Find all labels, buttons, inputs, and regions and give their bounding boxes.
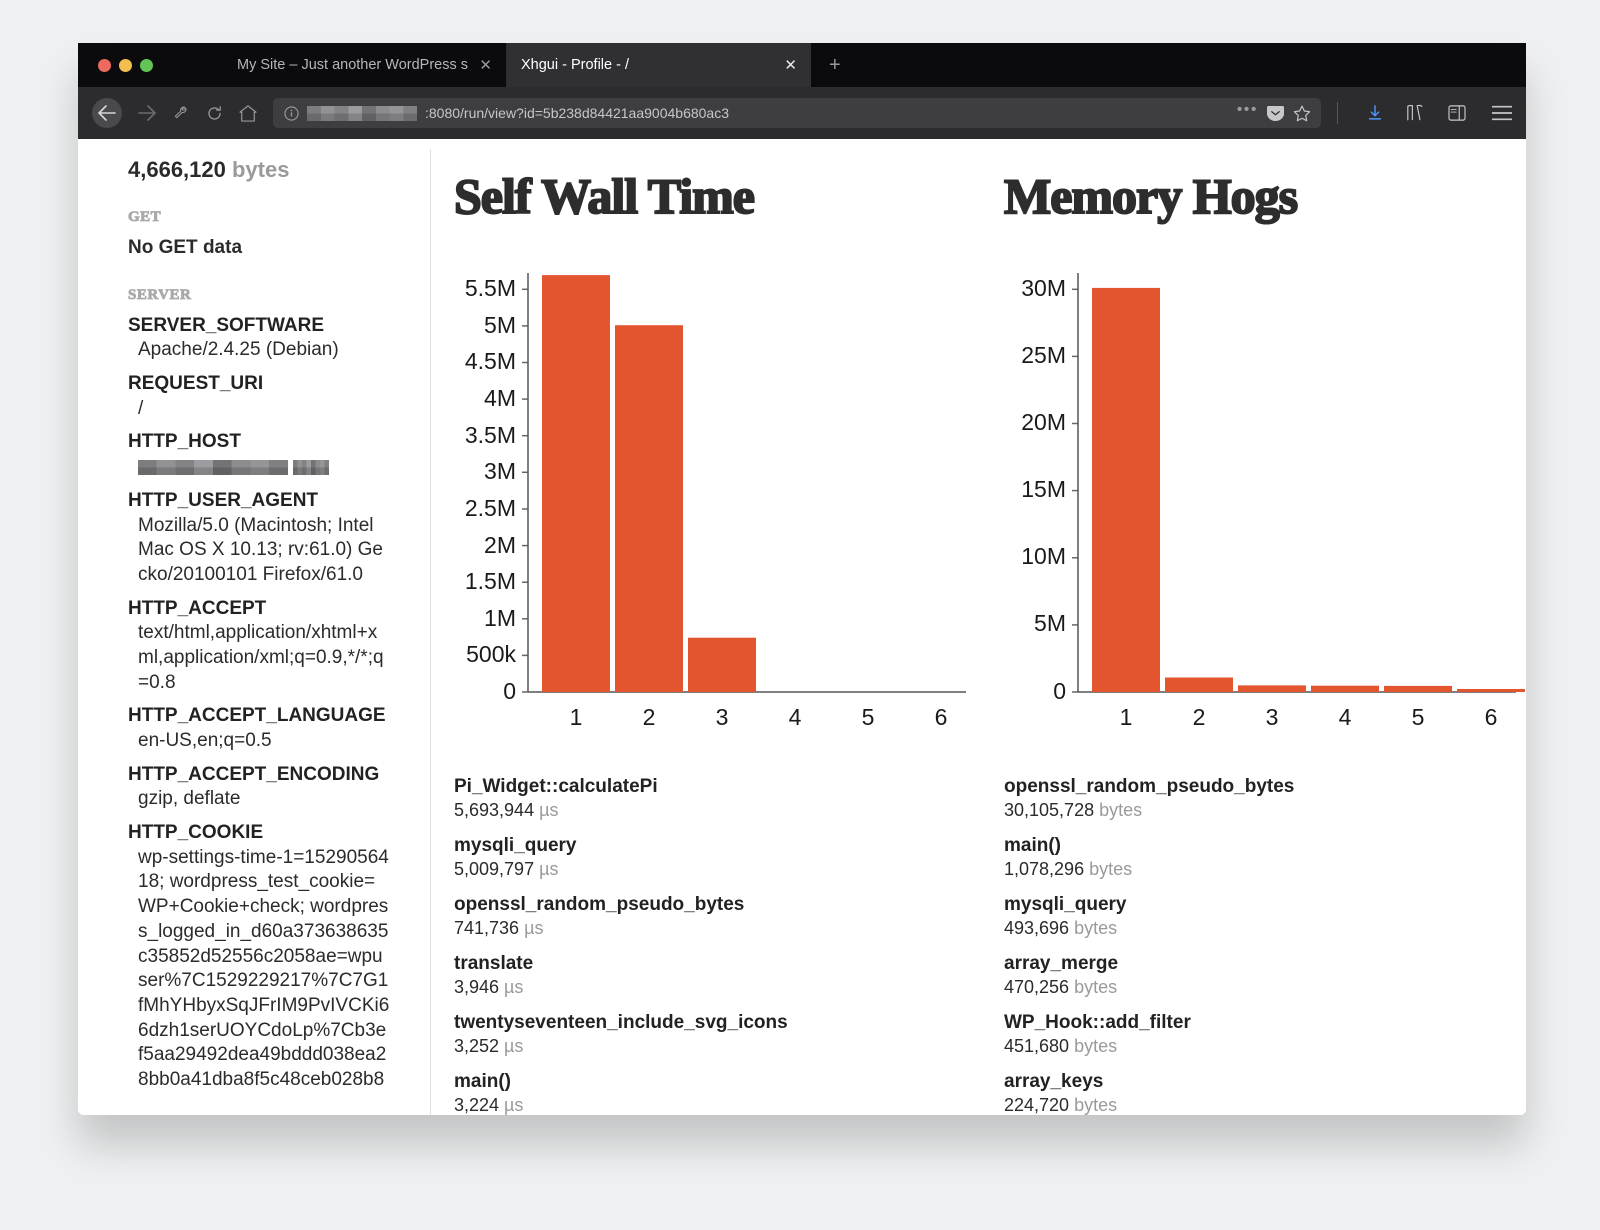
svg-text:2M: 2M [484,532,516,558]
svg-text:6: 6 [935,704,948,730]
svg-text:15M: 15M [1021,476,1066,502]
svg-text:0: 0 [503,678,516,704]
svg-text:5.5M: 5.5M [465,275,516,301]
svg-text:10M: 10M [1021,543,1066,569]
svg-text:500k: 500k [466,641,516,667]
svg-text:3: 3 [716,704,729,730]
svg-text:1.5M: 1.5M [465,568,516,594]
svg-text:30M: 30M [1021,275,1066,301]
svg-text:1: 1 [1120,704,1133,730]
svg-text:3: 3 [1266,704,1279,730]
svg-text:4.5M: 4.5M [465,348,516,374]
svg-text:20M: 20M [1021,409,1066,435]
svg-text:1M: 1M [484,605,516,631]
svg-text:1: 1 [570,704,583,730]
svg-text:25M: 25M [1021,342,1066,368]
svg-text:5M: 5M [1034,610,1066,636]
svg-text:3M: 3M [484,458,516,484]
svg-text:2: 2 [643,704,656,730]
svg-text:4: 4 [789,704,802,730]
svg-text:5M: 5M [484,312,516,338]
svg-text:4: 4 [1339,704,1352,730]
svg-text:5: 5 [862,704,875,730]
svg-text:2.5M: 2.5M [465,495,516,521]
svg-text:3.5M: 3.5M [465,422,516,448]
svg-text:5: 5 [1412,704,1425,730]
svg-text:4M: 4M [484,385,516,411]
svg-text:6: 6 [1485,704,1498,730]
svg-text:0: 0 [1053,678,1066,704]
svg-text:2: 2 [1193,704,1206,730]
